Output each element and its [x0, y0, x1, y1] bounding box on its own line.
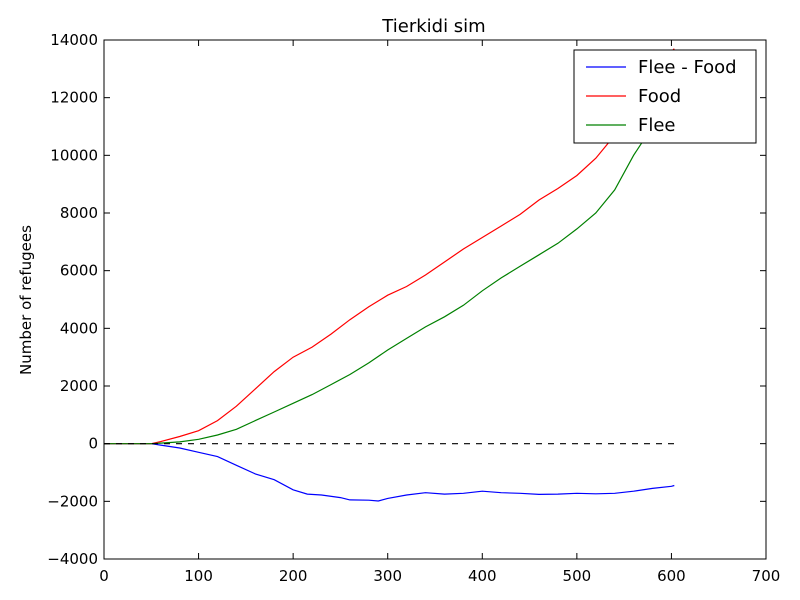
y-tick-label: −4000	[47, 550, 98, 568]
y-tick-label: 4000	[60, 319, 98, 337]
x-tick-label: 100	[184, 567, 213, 585]
y-tick-label: 8000	[60, 204, 98, 222]
y-axis: −4000 −2000 0 2000 4000 6000 8000 10000 12000 140…	[47, 31, 766, 568]
x-tick-label: 500	[563, 567, 592, 585]
x-tick-label: 700	[752, 567, 781, 585]
plot-frame	[103, 39, 767, 560]
x-tick-label: 600	[657, 567, 686, 585]
x-tick-label: 200	[279, 567, 308, 585]
y-tick-label: −2000	[47, 492, 98, 510]
chart-title: Tierkidi sim	[381, 16, 485, 37]
legend-label: Food	[638, 86, 681, 107]
legend: Flee - Food Food Flee	[573, 49, 757, 144]
legend-label: Flee	[638, 115, 676, 136]
series-line-2	[104, 92, 675, 445]
legend-label: Flee - Food	[638, 57, 737, 78]
x-tick-label: 400	[468, 567, 497, 585]
plot-lines	[104, 48, 675, 502]
x-tick-label: 300	[373, 567, 402, 585]
y-tick-label: 10000	[50, 146, 98, 164]
y-tick-label: 12000	[50, 89, 98, 107]
x-tick-label: 0	[99, 567, 109, 585]
series-line-1	[104, 48, 675, 445]
y-tick-label: 2000	[60, 377, 98, 395]
y-axis-label: Number of refugees	[17, 225, 35, 375]
y-tick-label: 0	[88, 435, 98, 453]
y-tick-label: 6000	[60, 262, 98, 280]
x-axis: 0 100 200 300 400 500 600 700	[99, 40, 780, 585]
y-tick-label: 14000	[50, 31, 98, 49]
series-line-0	[104, 443, 675, 502]
